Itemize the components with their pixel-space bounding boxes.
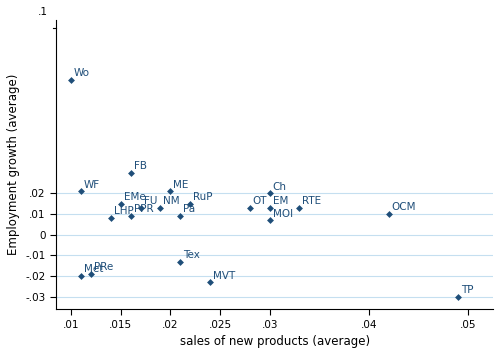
Text: MOI: MOI [272, 208, 293, 219]
Text: OT: OT [253, 196, 268, 206]
Text: RuP: RuP [193, 192, 212, 202]
Text: Pa: Pa [184, 204, 196, 214]
Point [176, 259, 184, 264]
Text: NM: NM [164, 196, 180, 206]
Text: FB: FB [134, 161, 146, 171]
Text: Ch: Ch [272, 182, 286, 192]
Point [136, 205, 144, 211]
Text: RTE: RTE [302, 196, 322, 206]
X-axis label: sales of new products (average): sales of new products (average) [180, 335, 370, 348]
Point [107, 215, 115, 221]
Text: EMe: EMe [124, 192, 146, 202]
Point [116, 201, 124, 207]
Point [156, 205, 164, 211]
Point [87, 271, 95, 277]
Text: MVT: MVT [213, 271, 236, 280]
Text: Tex: Tex [184, 250, 200, 260]
Point [176, 213, 184, 219]
Point [126, 170, 134, 175]
Point [454, 294, 462, 300]
Point [186, 201, 194, 207]
Point [296, 205, 304, 211]
Point [385, 211, 393, 217]
Text: ME: ME [174, 180, 188, 190]
Text: WF: WF [84, 180, 100, 190]
Point [67, 77, 75, 82]
Y-axis label: Employment growth (average): Employment growth (average) [7, 74, 20, 255]
Point [266, 205, 274, 211]
Text: FU: FU [144, 196, 157, 206]
Point [126, 213, 134, 219]
Point [246, 205, 254, 211]
Text: PPR: PPR [134, 204, 153, 214]
Text: TP: TP [462, 285, 474, 295]
Point [166, 189, 174, 194]
Text: Wo: Wo [74, 68, 90, 78]
Text: .1: .1 [38, 7, 48, 17]
Text: EM: EM [272, 196, 288, 206]
Text: Met: Met [84, 264, 103, 274]
Point [206, 279, 214, 285]
Text: LHP: LHP [114, 207, 134, 217]
Point [266, 217, 274, 223]
Point [77, 273, 85, 279]
Text: PRe: PRe [94, 262, 113, 272]
Point [266, 191, 274, 196]
Text: OCM: OCM [392, 202, 416, 212]
Point [77, 189, 85, 194]
